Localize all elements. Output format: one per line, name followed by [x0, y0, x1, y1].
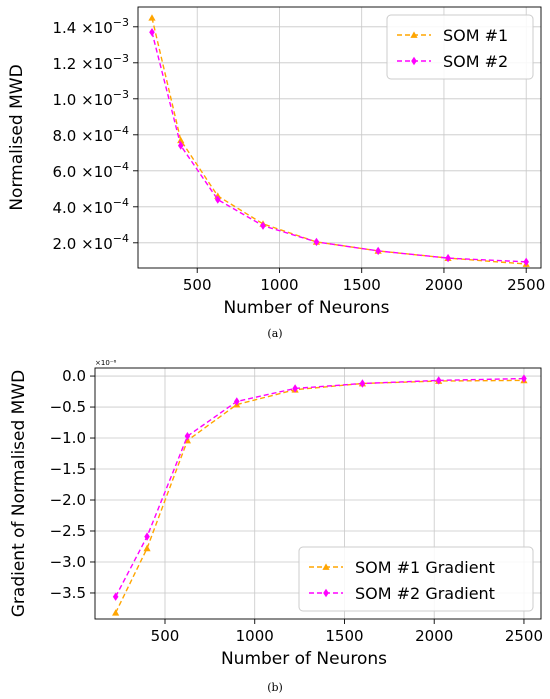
y-tick-label: 6.0 ×10−4	[53, 160, 130, 181]
y-tick-label: 1.4 ×10−3	[53, 16, 130, 37]
data-point	[445, 253, 451, 263]
data-point	[148, 14, 156, 21]
x-tick-label: 500	[183, 276, 212, 294]
data-point	[184, 431, 191, 441]
data-point	[149, 28, 155, 37]
legend-b: SOM #1 Gradient SOM #2 Gradient	[298, 546, 534, 612]
y-tick-label: −0.5	[50, 398, 86, 416]
x-tick-label: 1000	[236, 627, 274, 645]
series-som-2-gradient	[112, 374, 527, 601]
x-axis-label: Number of Neurons	[223, 298, 389, 318]
y-tick-label: 0.0	[62, 367, 86, 385]
data-point	[177, 136, 185, 144]
series-line	[151, 32, 527, 263]
series-line	[115, 379, 524, 614]
legend-swatch-marker	[322, 563, 330, 570]
y-tick-label: −2.0	[50, 491, 86, 509]
legend-swatch-marker	[410, 31, 418, 38]
y-tick-label: 1.2 ×10−3	[53, 52, 130, 73]
data-point	[143, 544, 151, 552]
series-line	[151, 17, 527, 265]
y-tick-label: −1.0	[50, 429, 86, 447]
panel-caption: (b)	[267, 681, 283, 694]
legend-label: SOM #1 Gradient	[355, 558, 495, 577]
data-point	[233, 397, 240, 406]
data-point	[112, 592, 119, 601]
data-point	[521, 374, 527, 383]
legend-label: SOM #2	[443, 52, 508, 71]
chart-b: 500 1000 1500 2000 2500 0.0 −0.5 −1.0 −1.5 −2.0 −2…	[9, 359, 543, 694]
data-point	[359, 379, 366, 388]
y-axis-label: Normalised MWD	[7, 64, 27, 210]
data-point	[214, 195, 221, 204]
legend-swatch-marker	[323, 588, 329, 598]
y-tick-label: 1.0 ×10−3	[53, 88, 130, 109]
data-point	[313, 237, 320, 247]
y-tick-label: 2.0 ×10−4	[53, 232, 130, 253]
data-point	[177, 141, 184, 150]
data-point	[292, 384, 298, 393]
data-point	[523, 257, 529, 267]
legend-box	[386, 14, 534, 80]
x-tick-label: 1000	[260, 276, 298, 294]
grid-a	[138, 7, 541, 268]
y-axis-label: Gradient of Normalised MWD	[9, 370, 29, 618]
data-point	[435, 376, 442, 385]
x-tick-label: 1500	[325, 627, 363, 645]
plot-frame	[94, 367, 542, 620]
legend-swatch-marker	[411, 56, 417, 66]
plot-frame	[137, 6, 542, 269]
x-axis-label: Number of Neurons	[221, 649, 387, 669]
y-tick-label: −1.5	[50, 460, 86, 478]
data-point	[112, 609, 120, 616]
x-tick-label: 1500	[343, 276, 381, 294]
y-tick-label: 8.0 ×10−4	[53, 124, 130, 145]
x-tick-label: 2000	[415, 627, 453, 645]
series-som-2	[149, 28, 529, 267]
data-point	[375, 246, 381, 256]
legend-label: SOM #2 Gradient	[355, 584, 495, 603]
x-tick-label: 2500	[507, 276, 545, 294]
x-tick-label: 2000	[425, 276, 463, 294]
y-tick-label: −2.5	[50, 522, 86, 540]
series-line	[115, 377, 524, 598]
legend-box	[298, 546, 534, 612]
x-tick-label: 2500	[505, 627, 543, 645]
panel-caption: (a)	[267, 327, 282, 340]
data-point	[144, 532, 150, 541]
y-tick-label: −3.5	[50, 584, 86, 602]
x-tick-label: 500	[151, 627, 180, 645]
y-offset-text: ×10⁻⁶	[95, 359, 116, 367]
chart-a: 500 1000 1500 2000 2500 2.0 ×10−4 4.0 ×10−4 6.0…	[7, 6, 545, 340]
y-tick-label: −3.0	[50, 553, 86, 571]
y-tick-label: 4.0 ×10−4	[53, 196, 130, 217]
legend-a: SOM #1 SOM #2	[386, 14, 534, 80]
data-point	[260, 221, 266, 230]
legend-label: SOM #1	[443, 26, 508, 45]
